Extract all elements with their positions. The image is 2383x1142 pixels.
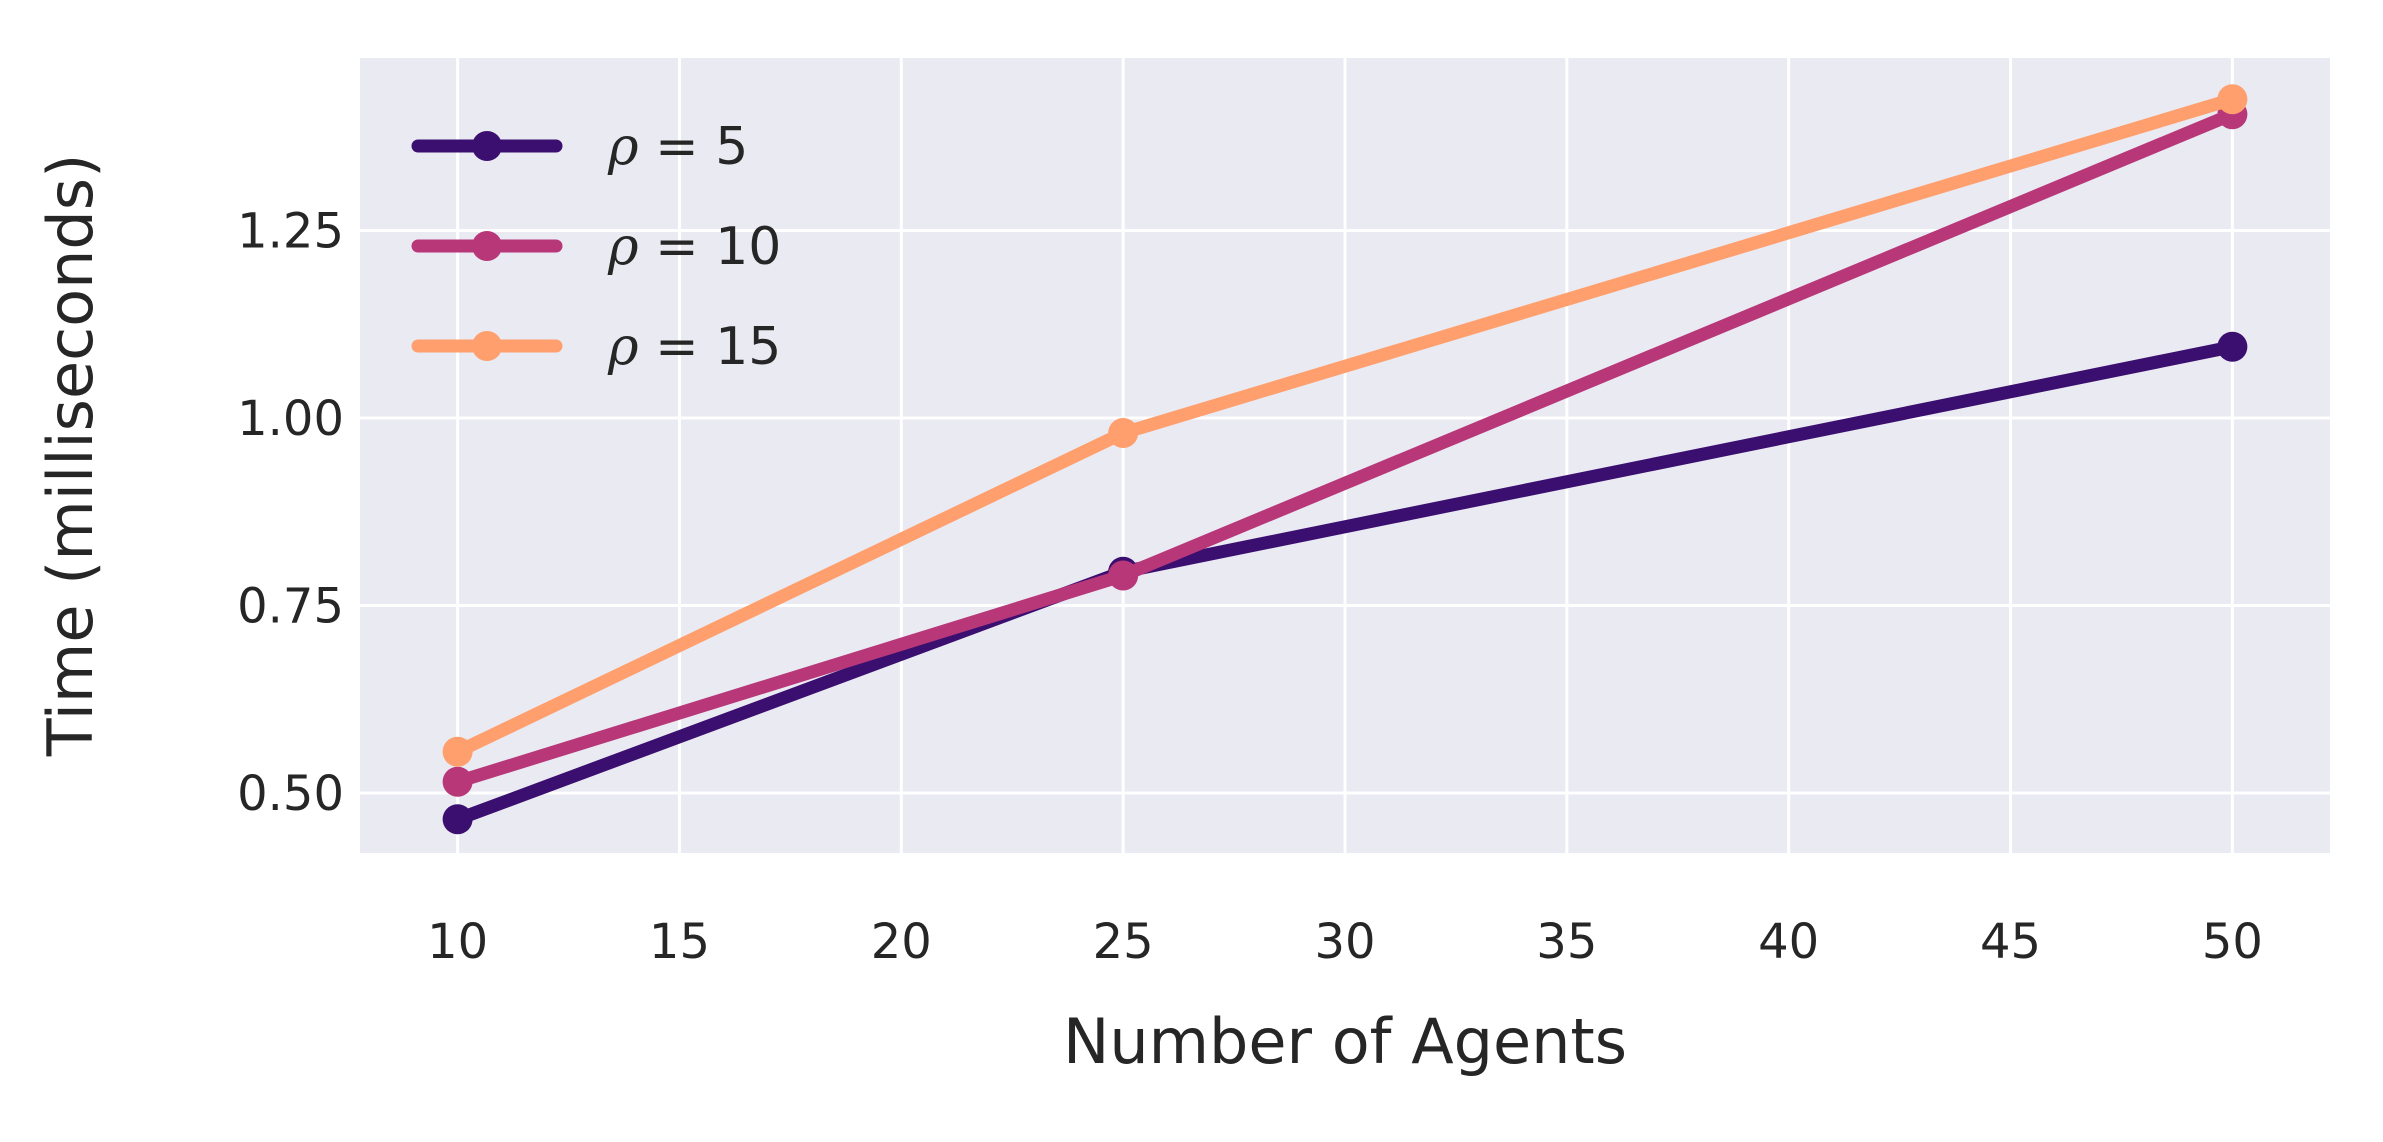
legend-item: ρ = 15 bbox=[411, 317, 781, 377]
grid-lines bbox=[360, 58, 2330, 853]
x-tick-label: 50 bbox=[2202, 914, 2263, 970]
legend-label-symbol: ρ bbox=[607, 217, 639, 277]
legend-item: ρ = 10 bbox=[411, 217, 781, 277]
x-tick-label: 45 bbox=[1980, 914, 2041, 970]
legend-label: ρ = 10 bbox=[607, 217, 781, 277]
x-tick-label: 20 bbox=[871, 914, 932, 970]
legend-swatch-marker bbox=[472, 131, 502, 161]
legend-swatch-marker bbox=[472, 231, 502, 261]
x-tick-labels: 10 15 20 25 30 35 40 45 50 bbox=[427, 914, 2263, 970]
legend-label: ρ = 15 bbox=[607, 317, 781, 377]
data-point bbox=[1108, 560, 1139, 591]
series-layer bbox=[442, 84, 2248, 835]
legend-label-value: = 15 bbox=[639, 317, 782, 377]
data-point bbox=[2217, 84, 2248, 115]
y-axis-label: Time (milliseconds) bbox=[34, 154, 107, 758]
x-tick-label: 40 bbox=[1758, 914, 1819, 970]
series-2 bbox=[442, 84, 2248, 767]
legend-label-value: = 10 bbox=[639, 217, 782, 277]
data-point bbox=[2217, 331, 2248, 362]
data-point bbox=[442, 736, 473, 767]
legend-label-symbol: ρ bbox=[607, 317, 639, 377]
y-tick-label: 0.50 bbox=[237, 766, 344, 822]
x-tick-label: 15 bbox=[649, 914, 710, 970]
y-tick-label: 0.75 bbox=[237, 579, 344, 635]
x-tick-label: 10 bbox=[427, 914, 488, 970]
legend-label-value: = 5 bbox=[639, 117, 749, 177]
data-point bbox=[442, 804, 473, 835]
legend-item: ρ = 5 bbox=[411, 117, 748, 177]
y-tick-label: 1.00 bbox=[237, 391, 344, 447]
legend-label-symbol: ρ bbox=[607, 117, 639, 177]
legend-label: ρ = 5 bbox=[607, 117, 748, 177]
data-point bbox=[442, 766, 473, 797]
data-point bbox=[1108, 418, 1139, 448]
x-tick-label: 25 bbox=[1093, 914, 1154, 970]
x-tick-label: 30 bbox=[1314, 914, 1375, 970]
legend-swatch-marker bbox=[472, 331, 502, 361]
y-tick-labels: 0.50 0.75 1.00 1.25 bbox=[237, 204, 344, 823]
x-tick-label: 35 bbox=[1536, 914, 1597, 970]
legend: ρ = 5ρ = 10ρ = 15 bbox=[411, 117, 781, 377]
x-axis-label: Number of Agents bbox=[1063, 1005, 1627, 1078]
y-tick-label: 1.25 bbox=[237, 204, 344, 260]
